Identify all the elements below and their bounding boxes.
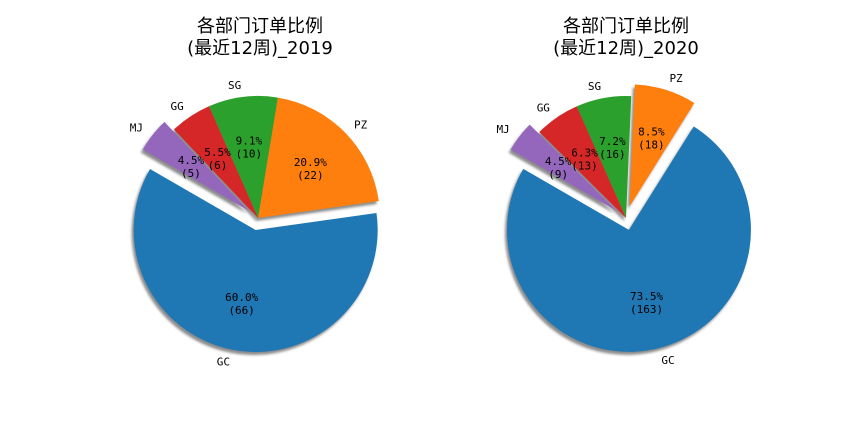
slice-count-sg: (10): [236, 147, 263, 160]
pie-slice-gc: [506, 126, 751, 352]
slice-label-gg: GG: [537, 101, 550, 114]
pie-slice-mj: [142, 121, 249, 211]
slice-label-gg: GG: [171, 100, 184, 113]
slice-percent-gg: 6.3%: [571, 147, 598, 160]
slice-percent-gc: 60.0%: [225, 291, 258, 304]
pie-slice-gg: [174, 106, 258, 218]
slice-label-pz: PZ: [354, 118, 368, 131]
pie-slice-gc: [133, 168, 378, 352]
slice-label-sg: SG: [228, 79, 241, 92]
slice-percent-pz: 8.5%: [638, 125, 665, 138]
slice-label-gc: GC: [661, 354, 674, 367]
chart-1-title-line1: 各部门订单比例: [197, 16, 323, 37]
chart-1-title-line2: (最近12周)_2019: [187, 38, 333, 59]
slice-count-gg: (13): [571, 160, 598, 173]
slice-label-sg: SG: [588, 80, 601, 93]
slice-percent-pz: 20.9%: [294, 156, 327, 169]
chart-2-title-line1: 各部门订单比例: [563, 16, 689, 37]
pie-slice-sg: [576, 96, 632, 218]
slice-count-sg: (16): [599, 148, 626, 161]
slice-count-mj: (9): [548, 168, 568, 181]
slice-percent-gg: 5.5%: [204, 146, 231, 159]
slice-percent-gc: 73.5%: [630, 290, 663, 303]
pie-chart-2020: GC 73.5%(163) PZ 8.5%(18) SG 7.2%(16) GG 6.3%(1…: [496, 72, 751, 367]
pie-slice-gg: [539, 106, 626, 218]
slice-label-gc: GC: [217, 356, 230, 369]
pie-slice-pz: [258, 97, 379, 218]
slice-percent-mj: 4.5%: [545, 155, 572, 168]
slice-percent-sg: 7.2%: [599, 135, 626, 148]
slice-label-mj: MJ: [496, 123, 509, 136]
slice-count-gc: (163): [630, 303, 663, 316]
slice-percent-mj: 4.5%: [178, 154, 205, 167]
slice-count-gc: (66): [228, 304, 255, 317]
chart-2-title-line2: (最近12周)_2020: [553, 38, 699, 59]
slice-percent-sg: 9.1%: [236, 134, 263, 147]
pie-slice-pz: [629, 84, 695, 207]
pie-slice-sg: [209, 96, 278, 218]
slice-count-gg: (6): [208, 159, 228, 172]
pie-slice-mj: [510, 124, 617, 211]
pie-chart-2019: GC 60.0%(66) PZ 20.9%(22) SG 9.1%(10) GG 5.5%(6…: [130, 79, 379, 369]
slice-count-pz: (22): [297, 169, 324, 182]
slice-label-pz: PZ: [669, 72, 683, 85]
slice-label-mj: MJ: [130, 121, 143, 134]
slice-count-pz: (18): [638, 138, 665, 151]
slice-count-mj: (5): [181, 167, 201, 180]
